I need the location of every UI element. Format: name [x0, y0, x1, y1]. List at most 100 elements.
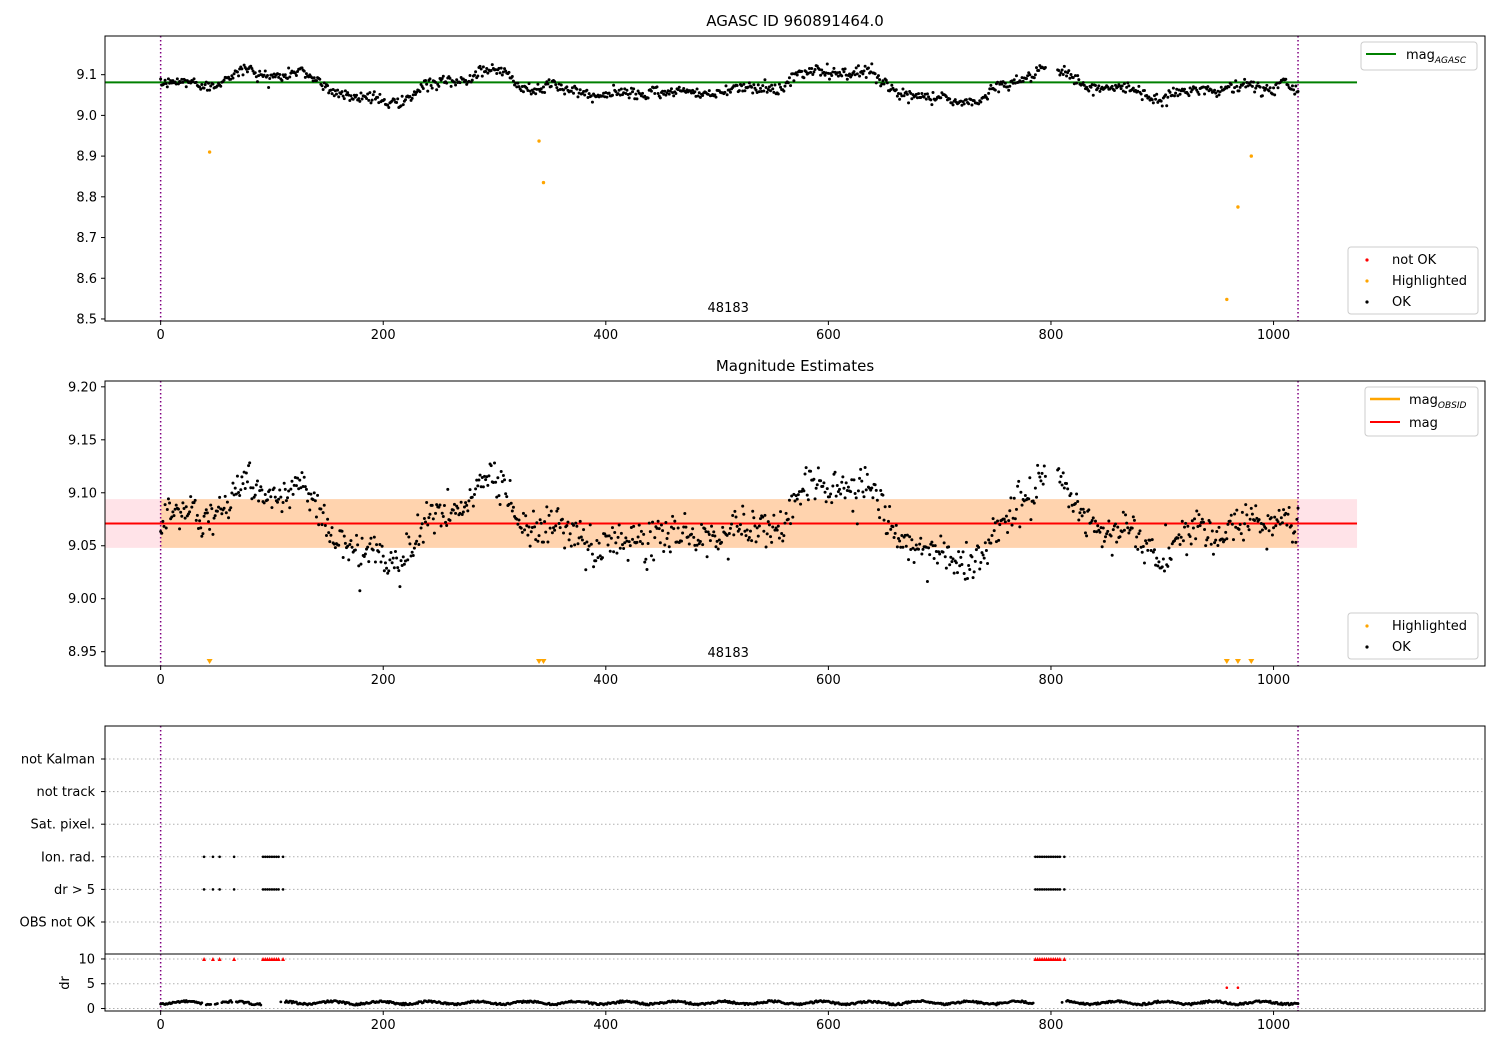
- agasc-ok-point: [922, 95, 926, 99]
- agasc-ok-point: [396, 97, 400, 101]
- agasc-ok-point: [1248, 83, 1252, 87]
- estimates-ok-point: [1266, 514, 1270, 518]
- estimates-ok-point: [1215, 530, 1219, 534]
- dr-clipped-marker: [232, 956, 237, 961]
- agasc-ok-point: [612, 83, 616, 87]
- estimates-ok-point: [477, 478, 481, 482]
- estimates-ok-point: [1290, 540, 1294, 544]
- estimates-ok-point: [651, 520, 655, 524]
- dr-ytick-label: 10: [78, 952, 95, 967]
- estimates-ok-point: [870, 486, 874, 490]
- estimates-ok-point: [687, 542, 691, 546]
- estimates-ok-point: [312, 491, 316, 495]
- agasc-ok-point: [939, 96, 943, 100]
- agasc-ok-point: [1073, 74, 1077, 78]
- estimates-ok-point: [693, 543, 697, 547]
- estimates-ok-point: [572, 523, 576, 527]
- estimates-ok-point: [537, 534, 541, 538]
- agasc-xtick-label: 0: [157, 328, 165, 343]
- agasc-ok-point: [864, 76, 868, 80]
- estimates-obsid-label: 48183: [708, 646, 749, 661]
- estimates-ok-point: [1012, 496, 1016, 500]
- estimates-ok-point: [619, 531, 623, 535]
- estimates-ok-point: [382, 569, 386, 573]
- agasc-ok-point: [763, 78, 767, 82]
- agasc-ok-point: [820, 68, 824, 72]
- agasc-ok-point: [1028, 73, 1032, 77]
- agasc-ok-point: [764, 85, 768, 89]
- estimates-ok-point: [838, 487, 842, 491]
- estimates-ok-point: [1142, 561, 1146, 565]
- estimates-xtick-label: 1000: [1257, 673, 1290, 688]
- agasc-ok-point: [395, 100, 399, 104]
- agasc-ok-point: [327, 91, 331, 95]
- estimates-ok-point: [692, 535, 696, 539]
- agasc-ok-point: [370, 98, 374, 102]
- estimates-ok-point: [1188, 534, 1192, 538]
- estimates-ok-point: [359, 562, 363, 566]
- agasc-ok-point: [661, 89, 665, 93]
- agasc-ok-point: [540, 90, 544, 94]
- estimates-ok-point: [644, 557, 648, 561]
- estimates-ok-point: [410, 550, 414, 554]
- agasc-ok-point: [1003, 81, 1007, 85]
- agasc-title: AGASC ID 960891464.0: [706, 12, 884, 30]
- agasc-ok-point: [553, 80, 557, 84]
- agasc-legend-bottom: not OK Highlighted OK: [1347, 246, 1479, 315]
- agasc-ok-point: [804, 70, 808, 74]
- estimates-ok-point: [277, 497, 281, 501]
- agasc-ok-point: [917, 92, 921, 96]
- estimates-ok-point: [533, 525, 537, 529]
- estimates-ok-point: [444, 520, 448, 524]
- estimates-ok-point: [430, 503, 434, 507]
- estimates-ok-point: [456, 506, 460, 510]
- estimates-ok-point: [1240, 510, 1244, 514]
- agasc-ok-point: [828, 77, 831, 81]
- estimates-ok-point: [852, 478, 856, 482]
- estimates-ok-point: [1017, 479, 1021, 483]
- estimates-ok-point: [824, 500, 828, 504]
- estimates-highlighted-marker: [1234, 659, 1241, 664]
- agasc-ok-point: [747, 81, 751, 85]
- dr-ok-point: [1031, 1001, 1035, 1005]
- estimates-ok-point: [230, 491, 234, 495]
- estimates-ok-point: [735, 524, 739, 528]
- estimates-ok-point: [353, 548, 357, 552]
- agasc-ok-point: [530, 88, 534, 92]
- estimates-ok-point: [1225, 537, 1229, 541]
- estimates-ok-point: [178, 527, 182, 531]
- estimates-ok-point: [1238, 523, 1242, 527]
- agasc-ok-point: [312, 76, 316, 80]
- estimates-ok-point: [549, 509, 553, 513]
- flags-xtick-label: 1000: [1257, 1018, 1290, 1033]
- estimates-ok-point: [470, 495, 474, 499]
- agasc-ok-point: [255, 80, 259, 84]
- estimates-ok-point: [1195, 509, 1199, 513]
- estimates-ok-point: [638, 539, 642, 543]
- estimates-ok-point: [251, 486, 255, 490]
- agasc-ok-point: [698, 95, 702, 99]
- estimates-ok-point: [362, 554, 366, 558]
- estimates-ok-point: [793, 499, 797, 503]
- estimates-ok-point: [182, 506, 186, 510]
- agasc-ok-point: [696, 94, 700, 98]
- estimates-ok-point: [1043, 474, 1047, 478]
- agasc-ok-point: [1155, 92, 1159, 96]
- estimates-ok-point: [179, 510, 183, 514]
- estimates-ok-point: [1096, 524, 1100, 528]
- estimates-ok-point: [199, 526, 203, 530]
- agasc-ok-point: [1139, 92, 1143, 96]
- estimates-highlighted-marker: [1223, 659, 1230, 664]
- estimates-ok-point: [1190, 519, 1194, 523]
- estimates-ok-point: [529, 530, 533, 534]
- flag-point: [1034, 855, 1037, 859]
- estimates-ok-point: [727, 531, 731, 535]
- flag-point: [1054, 888, 1057, 891]
- estimates-ok-point: [328, 540, 332, 544]
- estimates-ok-point: [681, 531, 685, 535]
- estimates-ok-point: [393, 549, 397, 553]
- estimates-ok-point: [527, 525, 531, 529]
- agasc-ok-point: [930, 103, 934, 107]
- agasc-ytick-label: 8.9: [76, 150, 97, 165]
